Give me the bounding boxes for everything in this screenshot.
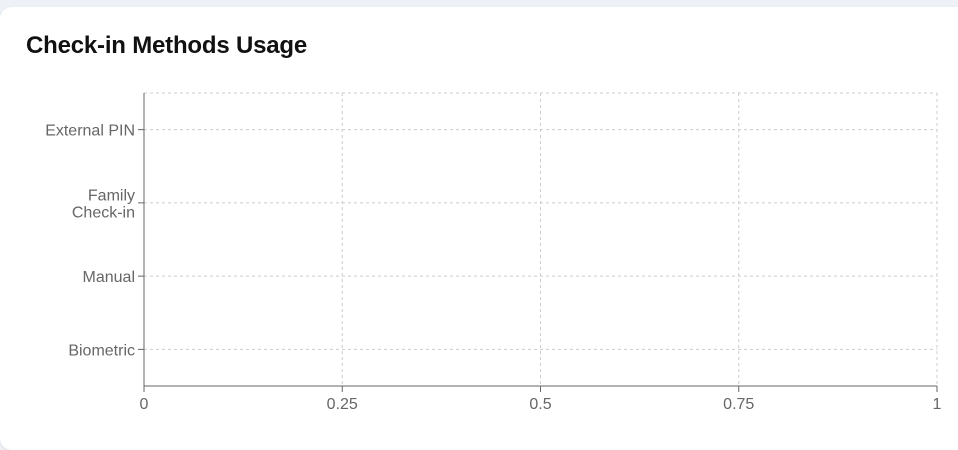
x-tick-label: 0.75 xyxy=(723,396,754,413)
chart-title: Check-in Methods Usage xyxy=(26,32,307,59)
y-tick-label: External PIN xyxy=(45,123,135,140)
y-tick-label: Biometric xyxy=(68,342,135,359)
y-tick-label: Family Check-in xyxy=(72,187,135,221)
x-tick-label: 1 xyxy=(933,396,942,413)
x-tick-label: 0.25 xyxy=(327,396,358,413)
chart-card xyxy=(0,7,958,450)
x-tick-label: 0 xyxy=(140,396,149,413)
x-tick-label: 0.5 xyxy=(529,396,551,413)
y-tick-label: Manual xyxy=(83,269,135,286)
